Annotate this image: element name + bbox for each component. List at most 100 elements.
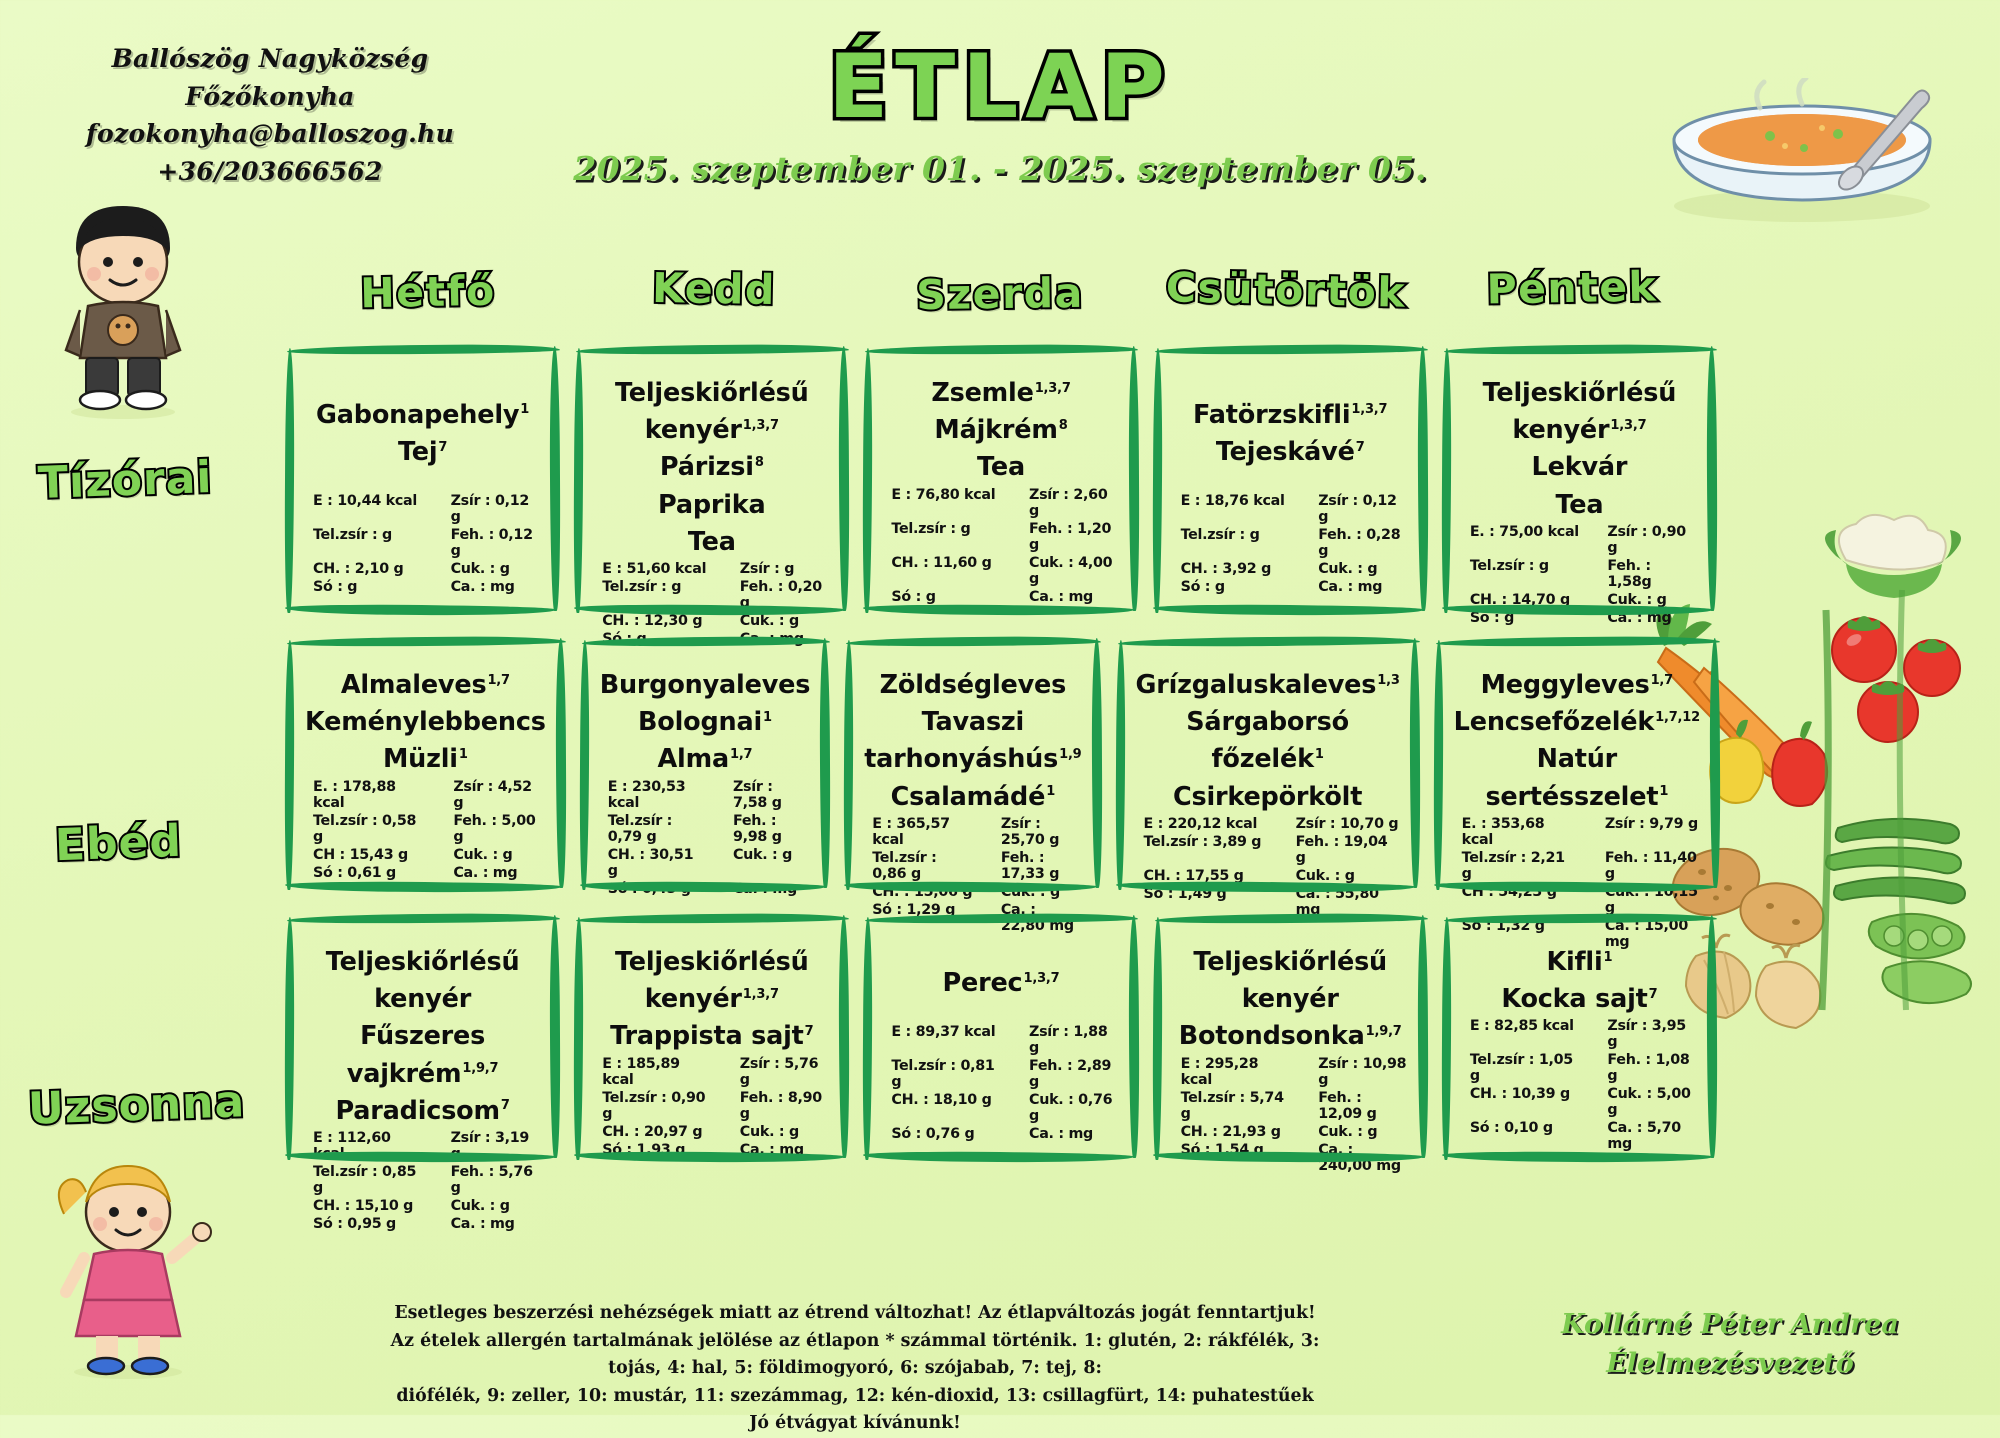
dish-list: Zsemle1,3,7 Májkrém8 Tea <box>877 363 1124 487</box>
dish-item: Bolognai1 <box>638 707 772 738</box>
cell-border-top <box>1154 912 1428 925</box>
nutrition-energy: E. : 353,68 kcal <box>1461 815 1545 848</box>
nutrition-carbs: CH. : 17,55 g <box>1143 867 1244 884</box>
cell-border-top <box>1435 635 1721 648</box>
dish-item: Tavaszi tarhonyáshús1,9 <box>864 707 1082 775</box>
allergen-codes: 1,3,7 <box>1034 380 1071 396</box>
nutrition-fat: Zsír : 3,19 g <box>450 1130 530 1163</box>
nutrition-calcium: Ca. : mg <box>732 880 797 897</box>
nutrition-carbs: CH. : 2,10 g <box>313 561 404 577</box>
nutrition-energy: E : 51,60 kcal <box>602 561 707 578</box>
nutrition-carbs: CH. : 10,39 g <box>1469 1086 1570 1103</box>
allergen-codes: 1 <box>458 746 468 762</box>
allergen-codes: 1,7 <box>1650 672 1674 688</box>
cell-border-right <box>1127 345 1140 612</box>
dish-item: Paprika <box>658 489 766 520</box>
cell-border-top <box>286 912 561 925</box>
nutrition-fat: Zsír : 1,88 g <box>1029 1024 1108 1056</box>
nutrition-protein: Feh. : 8,90 g <box>739 1089 822 1122</box>
cell-border-right <box>1127 914 1140 1159</box>
nutrition-table: E. : 75,00 kcal Zsír : 0,90 g Tel.zsír : g… <box>1456 524 1703 638</box>
menu-cell-ebed-monday: Almaleves1,7 Keménylebbencs Müzli1 E. : 178… <box>284 635 567 894</box>
allergen-codes: 1,3,7 <box>1351 402 1388 418</box>
day-header-monday: Hétfő <box>358 265 498 320</box>
cell-border-left <box>1441 916 1452 1161</box>
cell-border-right <box>838 345 851 612</box>
nutrition-table: E : 230,53 kcal Zsír : 7,58 g Tel.zsír : 0… <box>594 779 816 909</box>
allergen-codes: 7 <box>804 1023 814 1039</box>
dish-item: Teljeskiőrlésű kenyér1,3,7 <box>1482 378 1677 446</box>
nutrition-table: E : 89,37 kcal Zsír : 1,88 g Tel.zsír : 0,… <box>877 1024 1124 1154</box>
allergen-codes: 1,9 <box>1059 746 1082 762</box>
dish-item: Csirkepörkölt <box>1172 781 1363 812</box>
nutrition-carbs: CH. : 30,51 g <box>607 846 694 879</box>
cell-border-right <box>549 345 561 612</box>
kitchen-email: fozokonyha@balloszog.hu <box>85 119 455 148</box>
dish-item: Gabonapehely1 <box>316 399 530 430</box>
nutrition-salt: Só : g <box>313 579 358 595</box>
signature-block: Kollárné Péter Andrea Élelmezésvezető <box>1520 1305 1940 1383</box>
title-block: ÉTLAP 2025. szeptember 01. - 2025. szept… <box>500 34 1500 188</box>
signature-name: Kollárné Péter Andrea <box>1561 1309 1899 1340</box>
cell-border-top <box>865 912 1139 925</box>
allergen-codes: 8 <box>754 454 764 470</box>
menu-cell-uzsonna-wednesday: Perec1,3,7 E : 89,37 kcal Zsír : 1,88 g Tel… <box>862 912 1140 1164</box>
nutrition-sugar: Cuk. : g <box>450 1198 510 1215</box>
cell-border-right <box>1409 637 1421 889</box>
nutrition-sugar: Cuk. : g <box>1000 883 1060 900</box>
cell-border-left <box>862 347 874 614</box>
signature-role: Élelmezésvezető <box>1606 1348 1854 1380</box>
dish-item: Kocka sajt7 <box>1501 984 1658 1015</box>
allergen-codes: 1,3,7 <box>1023 970 1060 986</box>
meal-row-label-ebed: Ebéd <box>52 814 185 873</box>
nutrition-fat: Zsír : 0,90 g <box>1607 523 1686 556</box>
cell-border-right <box>1706 345 1718 612</box>
nutrition-table: E : 76,80 kcal Zsír : 2,60 g Tel.zsír : g F… <box>877 487 1124 617</box>
menu-cell-ebed-tuesday: Burgonyaleves Bolognai1 Alma1,7 E : 230,53 … <box>578 635 831 897</box>
menu-row-ebed: Almaleves1,7 Keménylebbencs Müzli1 E. : 178… <box>284 635 1721 950</box>
nutrition-sugar: Cuk. : g <box>1318 561 1378 577</box>
nutrition-sugar: Cuk. : g <box>739 1123 799 1140</box>
cell-border-top <box>1117 635 1420 648</box>
nutrition-table: E : 10,44 kcal Zsír : 0,12 g Tel.zsír : g F… <box>299 493 546 607</box>
dish-item: Keménylebbencs <box>305 707 546 738</box>
menu-grid: Gabonapehely1 Tej7 E : 10,44 kcal Zsír : 0,… <box>284 343 1721 1232</box>
allergen-codes: 1,9,7 <box>462 1061 499 1077</box>
nutrition-sugar: Cuk. : g <box>1318 1123 1378 1140</box>
nutrition-calcium: Ca. : mg <box>1318 579 1383 595</box>
nutrition-sugar: Cuk. : 0,76 g <box>1029 1092 1113 1124</box>
nutrition-energy: E : 230,53 kcal <box>607 778 686 811</box>
dish-item: Fűszeres vajkrém1,9,7 <box>346 1021 499 1089</box>
nutrition-energy: E : 82,85 kcal <box>1469 1018 1574 1035</box>
nutrition-carbs: CH. : 3,92 g <box>1180 561 1272 577</box>
nutrition-fat: Zsír : 9,79 g <box>1604 815 1698 832</box>
nutrition-table: E : 18,76 kcal Zsír : 0,12 g Tel.zsír : g F… <box>1167 493 1414 607</box>
kitchen-contact-block: Ballószög Nagyközség Főzőkonyha fozokony… <box>60 40 480 190</box>
allergen-codes: 7 <box>1355 439 1365 455</box>
dish-item: Tea <box>687 526 736 557</box>
nutrition-table: E : 220,12 kcal Zsír : 10,70 g Tel.zsír : … <box>1130 816 1406 930</box>
nutrition-calcium: Ca. : mg <box>1029 1126 1093 1142</box>
cell-border-top <box>581 635 831 648</box>
allergen-codes: 7 <box>1648 986 1658 1002</box>
day-headers-row: Hétfő Kedd Szerda Csütörtök Péntek <box>285 261 1715 322</box>
nutrition-calcium: Ca. : mg <box>453 864 518 881</box>
dish-list: Zöldségleves Tavaszi tarhonyáshús1,9 Csala… <box>858 655 1087 816</box>
nutrition-table: E : 112,60 kcal Zsír : 3,19 g Tel.zsír : 0… <box>299 1130 546 1244</box>
cell-border-top <box>576 912 850 925</box>
nutrition-energy: E : 10,44 kcal <box>313 493 417 509</box>
menu-cell-ebed-wednesday: Zöldségleves Tavaszi tarhonyáshús1,9 Csala… <box>843 635 1103 934</box>
nutrition-sat-fat: Tel.zsír : g <box>1469 557 1549 574</box>
nutrition-sugar: Cuk. : 4,00 g <box>1029 554 1113 587</box>
nutrition-carbs: CH. : 11,60 g <box>891 554 992 571</box>
nutrition-energy: E : 76,80 kcal <box>891 486 996 503</box>
nutrition-sugar: Cuk. : g <box>453 846 513 863</box>
cell-border-top <box>1443 912 1718 925</box>
dish-list: Gabonapehely1 Tej7 <box>299 363 546 493</box>
allergen-codes: 1 <box>1603 949 1613 965</box>
dish-list: Grízgaluskaleves1,3 Sárgaborsó főzelék1 Cs… <box>1130 655 1406 816</box>
cell-border-left <box>1151 347 1163 614</box>
nutrition-carbs: CH. : 14,70 g <box>1469 591 1570 608</box>
dish-item: Trappista sajt7 <box>610 1021 814 1052</box>
